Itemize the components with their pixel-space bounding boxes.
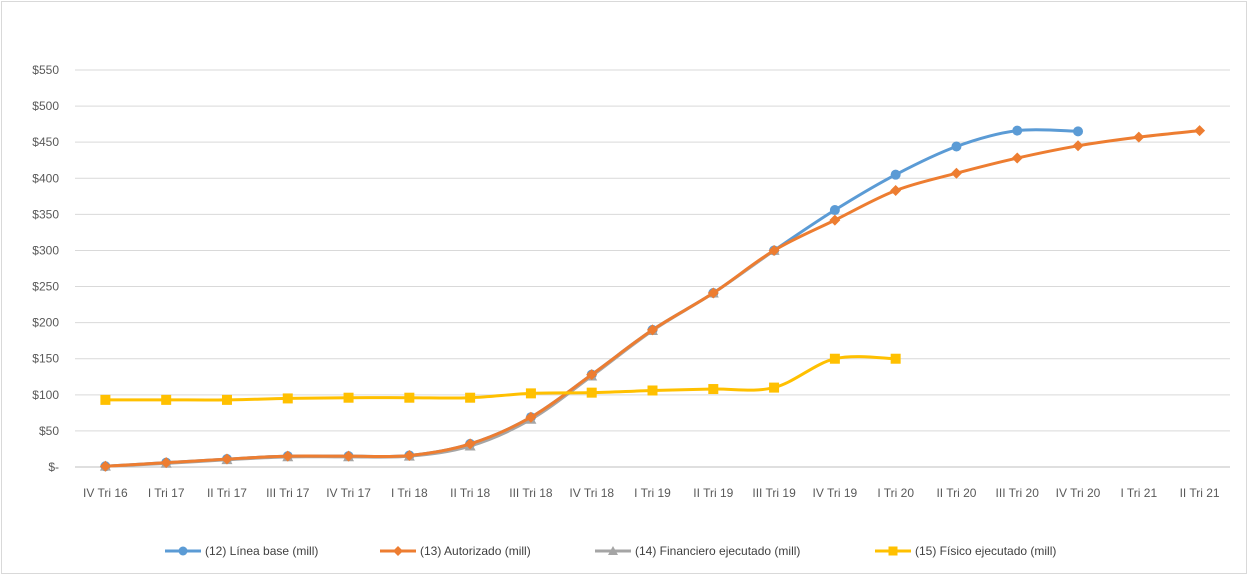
- legend-marker: [888, 546, 898, 556]
- legend: (12) Línea base (mill) (13) Autorizado (m…: [165, 544, 1056, 558]
- y-tick-label: $500: [32, 99, 59, 113]
- plot-area: [99, 125, 1206, 472]
- y-tick-label: $400: [32, 171, 59, 185]
- data-point: [100, 394, 111, 405]
- data-point: [647, 324, 658, 336]
- gridlines: [75, 69, 1230, 432]
- y-tick-label: $200: [32, 316, 59, 330]
- data-point: [1072, 140, 1084, 152]
- x-tick-label: IV Tri 19: [813, 486, 858, 500]
- x-tick-label: III Tri 19: [752, 486, 796, 500]
- data-point: [1011, 152, 1023, 164]
- x-tick-label: III Tri 17: [266, 486, 310, 500]
- y-tick-label: $150: [32, 352, 59, 366]
- x-tick-label: III Tri 20: [996, 486, 1040, 500]
- x-tick-label: II Tri 18: [450, 486, 490, 500]
- x-axis-tick-labels: IV Tri 16 I Tri 17 II Tri 17 III Tri 17 IV T…: [83, 486, 1220, 500]
- data-point: [890, 169, 901, 180]
- y-tick-label: $350: [32, 207, 59, 221]
- legend-marker: [178, 546, 188, 556]
- series-line: [103, 355, 898, 402]
- y-axis-tick-labels: $- $50 $100 $150 $200 $250 $300 $350 $400 $450 $50…: [32, 63, 59, 474]
- legend-label: (12) Línea base (mill): [205, 544, 318, 558]
- y-tick-label: $250: [32, 280, 59, 294]
- legend-label: (13) Autorizado (mill): [420, 544, 531, 558]
- data-point: [1194, 125, 1206, 137]
- x-tick-label: II Tri 19: [693, 486, 733, 500]
- legend-marker: [393, 546, 403, 556]
- data-point: [160, 457, 172, 469]
- data-point: [464, 438, 476, 450]
- x-tick-label: I Tri 21: [1120, 486, 1157, 500]
- data-point: [586, 369, 598, 381]
- data-point: [343, 450, 355, 462]
- y-tick-label: $450: [32, 135, 59, 149]
- y-tick-label: $100: [32, 388, 59, 402]
- legend-item: (13) Autorizado (mill): [380, 544, 531, 558]
- data-point: [1073, 126, 1084, 137]
- data-point: [768, 244, 780, 256]
- data-point: [950, 167, 962, 179]
- legend-marker: [608, 546, 618, 555]
- data-point: [890, 185, 902, 197]
- data-point: [1012, 125, 1023, 136]
- x-tick-label: II Tri 17: [207, 486, 247, 500]
- x-tick-label: IV Tri 20: [1056, 486, 1101, 500]
- data-point: [465, 392, 476, 403]
- data-point: [282, 393, 293, 404]
- x-tick-label: III Tri 18: [509, 486, 553, 500]
- data-point: [161, 394, 172, 405]
- data-point: [586, 387, 597, 398]
- data-point: [403, 449, 415, 461]
- series-line: [103, 129, 1202, 468]
- series-3: [99, 244, 780, 471]
- data-point: [951, 141, 962, 152]
- x-tick-label: I Tri 18: [391, 486, 428, 500]
- data-point: [647, 385, 658, 396]
- x-tick-label: IV Tri 17: [326, 486, 371, 500]
- legend-item: (12) Línea base (mill): [165, 544, 318, 558]
- y-tick-label: $50: [39, 424, 59, 438]
- x-tick-label: II Tri 21: [1180, 486, 1220, 500]
- data-point: [829, 214, 841, 226]
- data-point: [525, 411, 537, 423]
- y-tick-label: $550: [32, 63, 59, 77]
- x-tick-label: I Tri 19: [634, 486, 671, 500]
- data-point: [221, 394, 232, 405]
- legend-label: (15) Físico ejecutado (mill): [915, 544, 1056, 558]
- data-point: [525, 388, 536, 399]
- series-4: [100, 353, 901, 405]
- legend-item: (14) Financiero ejecutado (mill): [595, 544, 800, 558]
- legend-item: (15) Físico ejecutado (mill): [875, 544, 1056, 558]
- x-tick-label: IV Tri 16: [83, 486, 128, 500]
- x-tick-label: I Tri 20: [877, 486, 914, 500]
- data-point: [1133, 131, 1145, 143]
- data-point: [829, 353, 840, 364]
- data-point: [829, 205, 840, 216]
- data-point: [769, 382, 780, 393]
- x-tick-label: IV Tri 18: [569, 486, 614, 500]
- data-point: [890, 353, 901, 364]
- data-point: [343, 392, 354, 403]
- legend-label: (14) Financiero ejecutado (mill): [635, 544, 800, 558]
- series-2: [99, 125, 1206, 472]
- x-tick-label: II Tri 20: [936, 486, 976, 500]
- data-point: [282, 450, 294, 462]
- data-point: [707, 287, 719, 299]
- y-tick-label: $-: [48, 460, 59, 474]
- y-tick-label: $300: [32, 243, 59, 257]
- data-point: [404, 392, 415, 403]
- data-point: [708, 384, 719, 395]
- data-point: [221, 453, 233, 465]
- x-tick-label: I Tri 17: [148, 486, 185, 500]
- data-point: [99, 460, 111, 472]
